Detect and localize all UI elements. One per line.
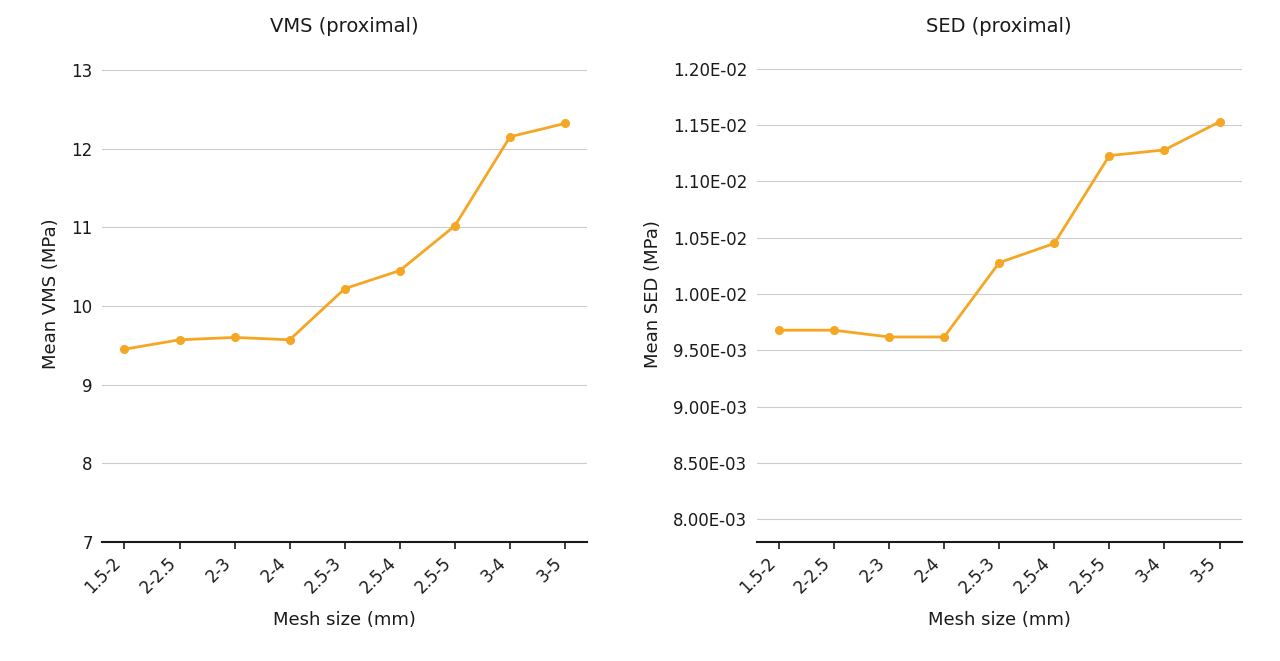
X-axis label: Mesh size (mm): Mesh size (mm)	[928, 611, 1070, 629]
Y-axis label: Mean SED (MPa): Mean SED (MPa)	[644, 220, 662, 368]
Y-axis label: Mean VMS (MPa): Mean VMS (MPa)	[42, 219, 60, 369]
Title: VMS (proximal): VMS (proximal)	[270, 17, 419, 36]
Title: SED (proximal): SED (proximal)	[927, 17, 1073, 36]
X-axis label: Mesh size (mm): Mesh size (mm)	[274, 611, 416, 629]
